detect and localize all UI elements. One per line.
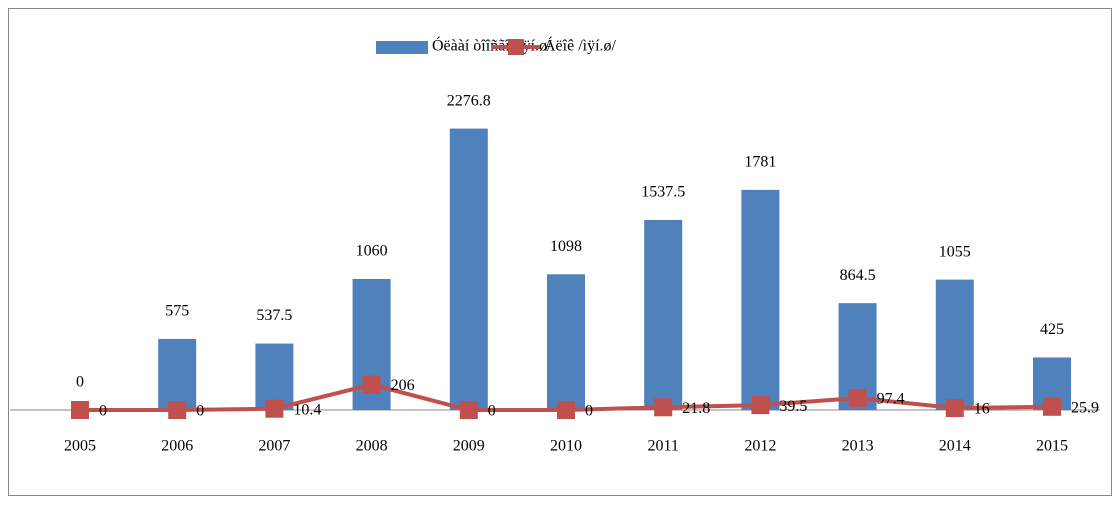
bar [255, 343, 294, 410]
line-value-label: 206 [391, 377, 415, 394]
x-tick-label: 2006 [161, 438, 193, 455]
line-value-label: 0 [488, 403, 496, 420]
line-value-label: 0 [196, 403, 204, 420]
line-value-label: 0 [585, 403, 593, 420]
line-value-label: 0 [99, 403, 107, 420]
line-marker [848, 388, 867, 407]
bar-value-label: 1055 [939, 243, 971, 260]
line-value-label: 25.9 [1071, 399, 1099, 416]
bar-value-label: 537.5 [256, 307, 292, 324]
bar-value-label: 0 [76, 374, 84, 391]
bar [935, 279, 974, 410]
x-tick-label: 2013 [842, 438, 874, 455]
x-tick-label: 2005 [64, 438, 96, 455]
bar-value-label: 1537.5 [641, 184, 685, 201]
line-marker [362, 375, 381, 394]
line-value-label: 10.4 [293, 401, 321, 418]
bar-value-label: 1098 [550, 238, 582, 255]
x-tick-label: 2014 [939, 438, 971, 455]
bar-value-label: 2276.8 [447, 92, 491, 109]
line-marker [654, 398, 673, 417]
bar-value-label: 864.5 [840, 267, 876, 284]
line-value-label: 39.5 [779, 398, 807, 415]
line-value-label: 16 [974, 401, 990, 418]
legend-marker [508, 39, 524, 55]
line-value-label: 97.4 [877, 391, 905, 408]
line-marker [751, 396, 770, 415]
x-tick-label: 2015 [1036, 438, 1068, 455]
line-marker [945, 399, 964, 418]
legend-label: Áëîê /ìÿí.ø/ [544, 36, 617, 55]
legend-swatch [376, 41, 428, 54]
bar [449, 128, 488, 410]
bar [547, 274, 585, 410]
x-tick-label: 2008 [356, 438, 388, 455]
line-marker [71, 401, 89, 419]
line-marker [459, 401, 478, 419]
line-value-label: 21.8 [682, 400, 710, 417]
x-tick-label: 2007 [258, 438, 290, 455]
bar [158, 338, 197, 410]
x-tick-label: 2012 [744, 438, 776, 455]
bar-value-label: 575 [165, 303, 189, 320]
x-tick-label: 2010 [550, 438, 582, 455]
bar-value-label: 425 [1040, 321, 1064, 338]
line-marker [168, 401, 187, 419]
bar [741, 189, 780, 410]
bar-value-label: 1781 [744, 154, 776, 171]
line-marker [1043, 397, 1061, 416]
line-marker [557, 401, 575, 419]
bar [644, 219, 683, 410]
x-tick-label: 2011 [647, 438, 678, 455]
bar-value-label: 1060 [356, 243, 388, 260]
x-tick-label: 2009 [453, 438, 485, 455]
line-marker [265, 399, 284, 418]
